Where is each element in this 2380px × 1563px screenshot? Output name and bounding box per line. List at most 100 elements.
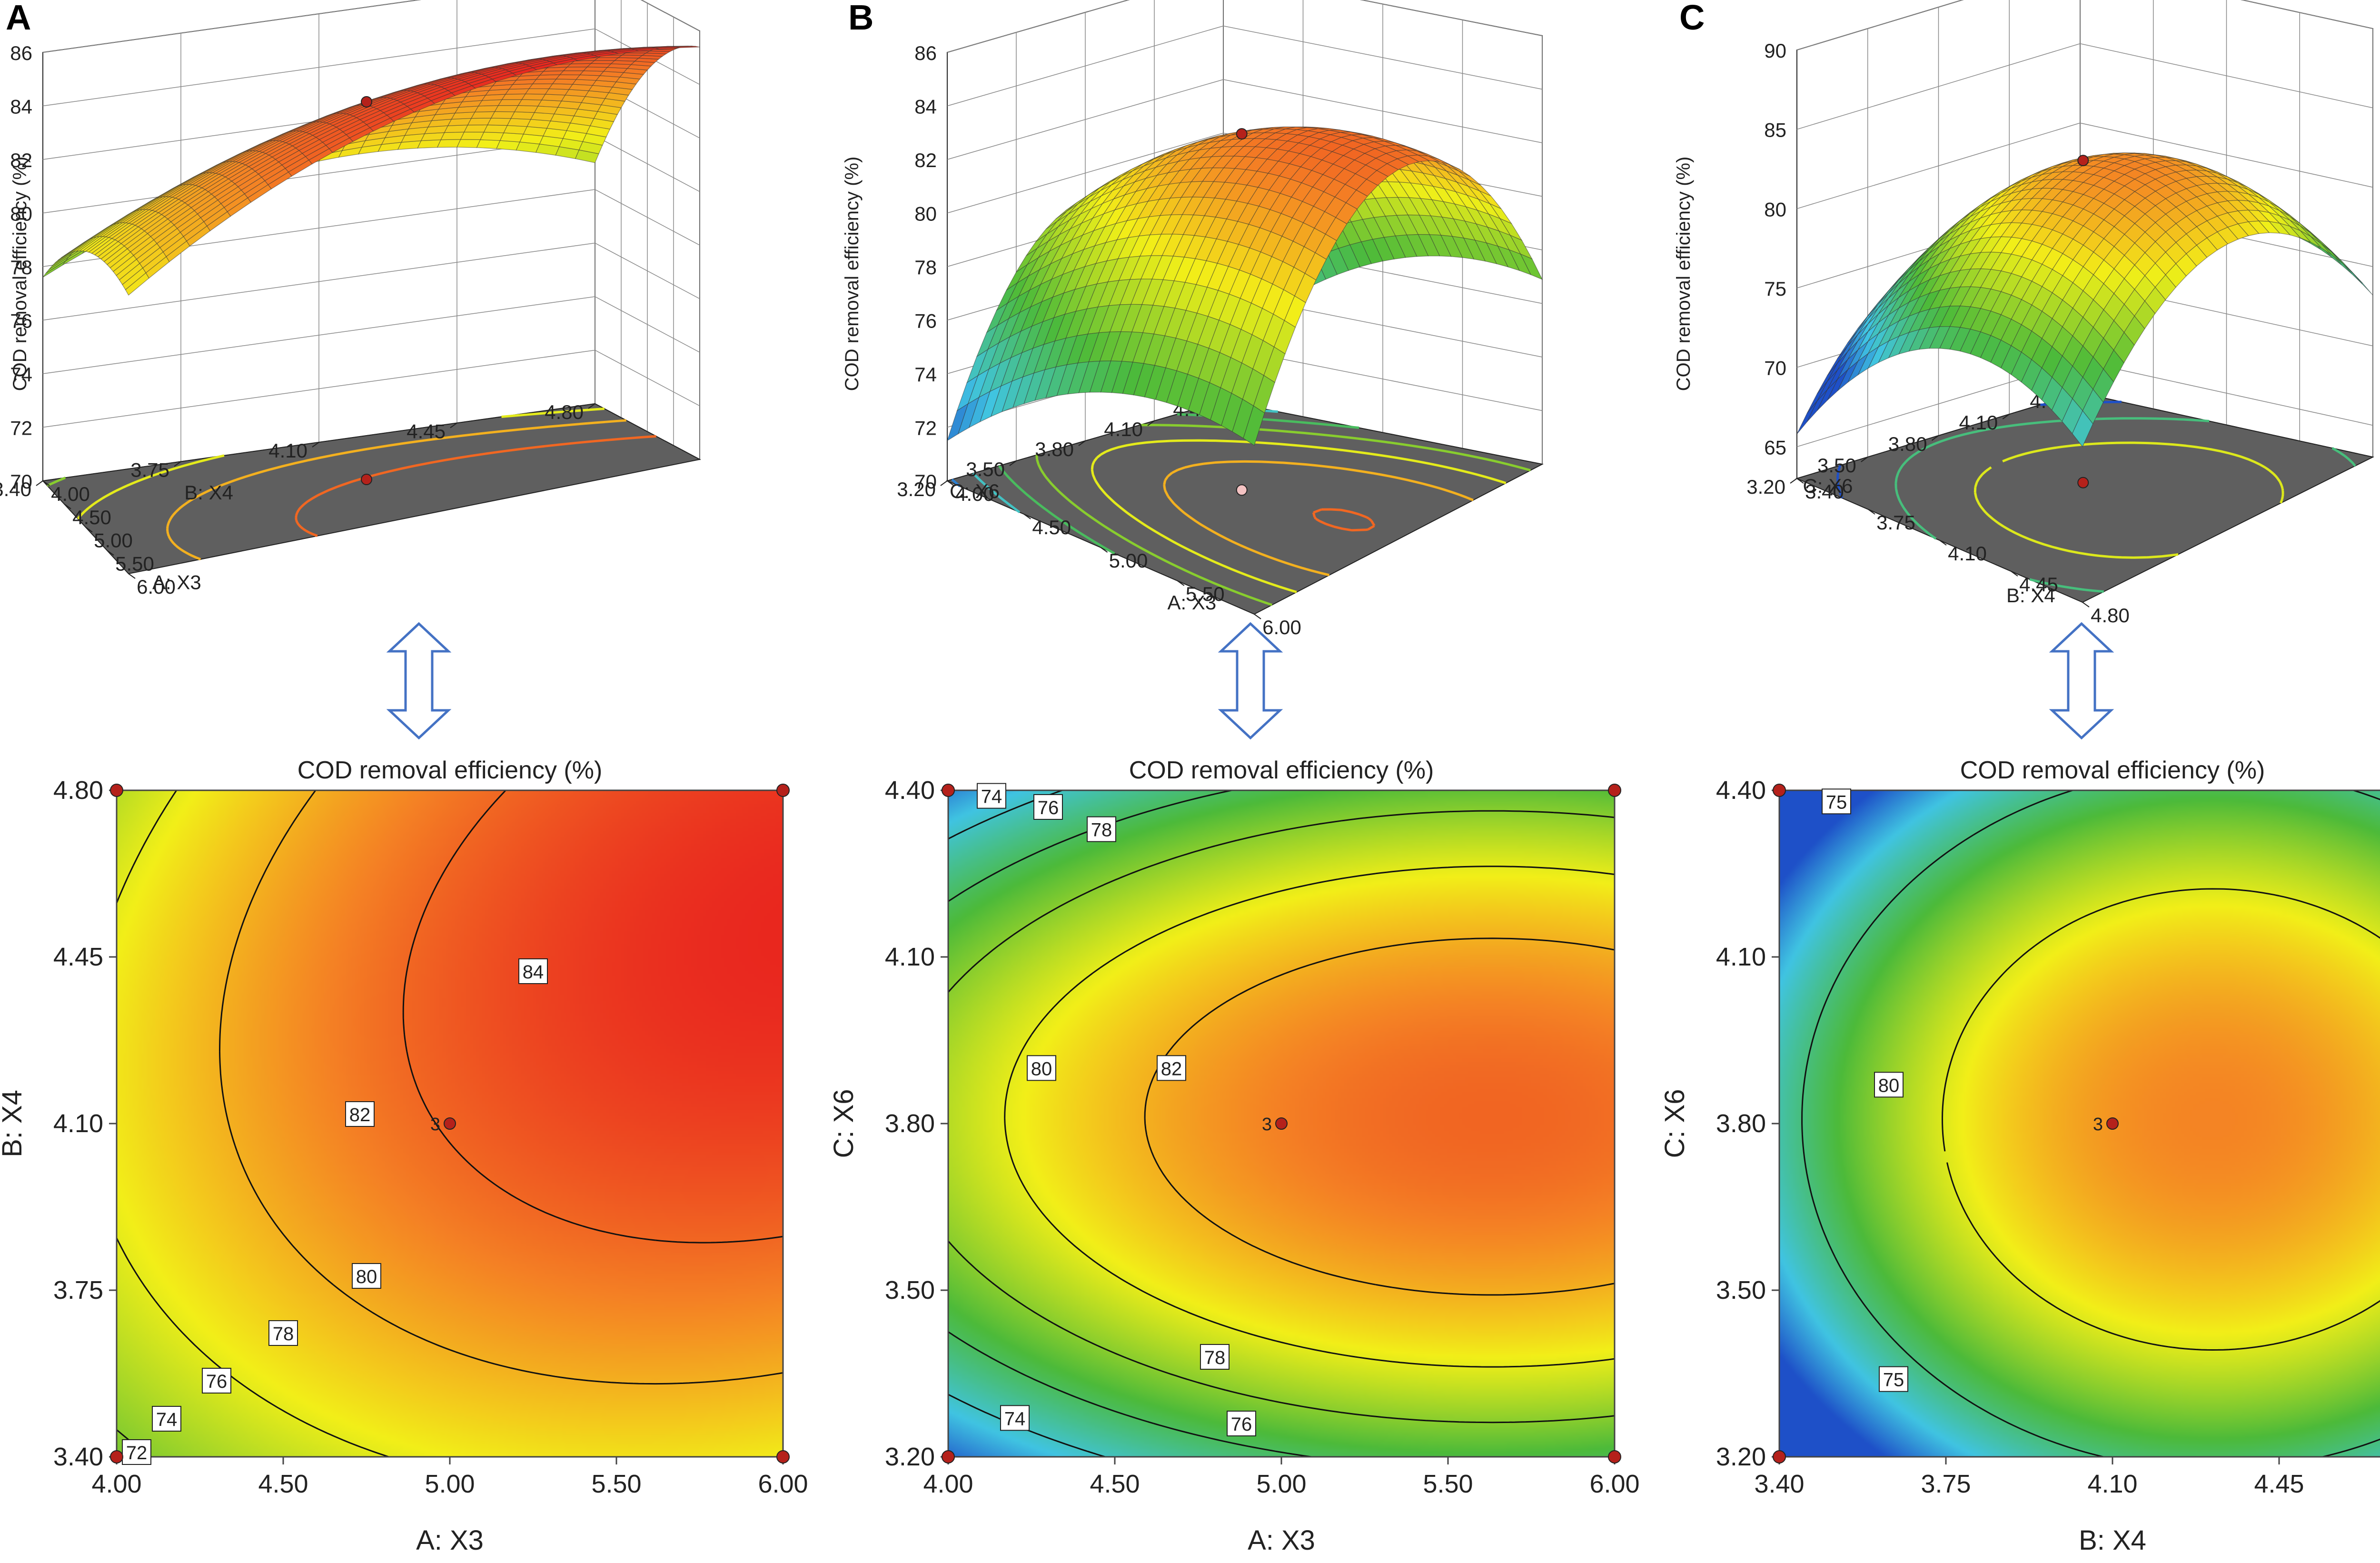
x-tick-label: 3.40: [1805, 480, 1844, 503]
surface-facet: [559, 70, 585, 75]
y-tick-label: 4.10: [1716, 943, 1766, 971]
x-tick-mark: [1023, 514, 1031, 519]
x-tick-label: 4.00: [923, 1470, 973, 1498]
floor-plane: [1795, 392, 2374, 603]
y-tick-label: 3.20: [1716, 1443, 1766, 1471]
surface-facet: [541, 94, 566, 101]
panel-letter-c: C: [1679, 0, 1705, 37]
panel-letter-a: A: [6, 0, 31, 37]
corner-design-point: [942, 1450, 955, 1463]
z-tick-label: 78: [914, 256, 937, 279]
wall-gridline: [1796, 0, 2373, 50]
surface-facet: [460, 131, 485, 140]
x-tick-mark: [2011, 571, 2018, 577]
x-tick-mark: [947, 480, 954, 486]
x-tick-label: 4.00: [955, 483, 994, 505]
contour-lines-c: [1801, 790, 2380, 1457]
contour-line-82: [219, 790, 783, 1385]
corner-design-point: [776, 1450, 790, 1463]
surface-facet: [514, 105, 539, 113]
z-tick-label: 75: [1764, 278, 1786, 300]
corner-design-point: [776, 784, 790, 797]
x-tick-label: 6.00: [758, 1470, 808, 1498]
contour-label: 76: [1231, 1414, 1252, 1435]
contour-label: 78: [273, 1324, 294, 1344]
z-tick-label: 82: [914, 149, 937, 171]
z-tick-label: 70: [914, 470, 937, 493]
x-axis-label: B: X4: [2006, 584, 2055, 607]
surface-facet: [586, 63, 612, 68]
y-tick-label: 4.10: [885, 943, 935, 971]
corner-design-point: [110, 784, 123, 797]
center-design-point: [1275, 1117, 1288, 1130]
surface-facet: [467, 118, 492, 126]
surface-design-point: [361, 96, 372, 108]
floor-contour: [951, 478, 961, 488]
surface-facet: [552, 79, 577, 85]
contour-label-box: [268, 1320, 298, 1346]
surface-facet: [506, 118, 531, 127]
contour-plot-a: 4.00 4.50 5.00 5.50 6.00 3.40 3.75 4.10 4.45 4.80…: [0, 757, 808, 1556]
y-tick-mark: [1009, 460, 1017, 466]
y-tick-label: 3.20: [885, 1443, 935, 1471]
contour-line-80: [1942, 888, 2380, 1351]
x-tick-mark: [85, 527, 93, 533]
y-tick-mark: [588, 403, 595, 409]
surface-facet: [510, 111, 535, 120]
center-design-point: [2106, 1117, 2119, 1130]
contour-ylabel-a: B: X4: [0, 1090, 28, 1157]
center-point-count: 3: [2093, 1115, 2103, 1135]
floor-contour: [166, 419, 626, 561]
surface-plot-c: 65 70 75 80 85 90 COD removal efficiency (%) 3.…: [1673, 0, 2374, 627]
floor-contour: [47, 477, 66, 487]
contour-xlabel-a: A: X3: [416, 1525, 484, 1556]
surface-facet: [583, 66, 608, 72]
surface-facet: [494, 105, 519, 112]
surface-facet: [521, 93, 546, 100]
contour-label: 76: [1038, 797, 1059, 818]
x-tick-label: 5.50: [1423, 1470, 1473, 1498]
y-axis-label: B: X4: [184, 481, 233, 504]
y-tick-label: 3.80: [1716, 1109, 1766, 1138]
floor-contour: [1312, 508, 1376, 532]
surface-facet: [497, 99, 523, 106]
contour-overlay-b: 4.00 4.50 5.00 5.50 6.00 3.20 3.50 3.80 4.10 4.40…: [885, 776, 1640, 1498]
contour-title-a: COD removal efficiency (%): [298, 757, 603, 784]
y-tick-label: 4.10: [1959, 411, 1998, 434]
y-tick-mark: [1861, 457, 1868, 462]
heatmap-fill-c: [1779, 790, 2380, 1457]
floor-contour: [1035, 424, 1531, 606]
x-tick-label: 6.00: [1589, 1470, 1639, 1498]
x-tick-label: 4.45: [2254, 1470, 2304, 1498]
surface-plot-a: 70 72 74 76 78 80 82 84 86 COD removal efficiency…: [0, 0, 701, 598]
z-tick-label: 72: [10, 417, 32, 439]
z-tick-label: 74: [10, 363, 32, 386]
center-point-count: 3: [430, 1115, 440, 1135]
contour-label: 72: [126, 1443, 148, 1463]
contour-ylabel-b: C: X6: [828, 1089, 859, 1158]
y-tick-label: 4.40: [1716, 776, 1766, 805]
y-tick-label: 3.80: [1888, 433, 1927, 455]
surface-mesh: [1796, 152, 2373, 448]
z-tick-label: 86: [10, 42, 32, 64]
corner-design-point: [942, 784, 955, 797]
surface-facet: [456, 139, 481, 148]
x-tick-label: 4.00: [91, 1470, 141, 1498]
y-tick-mark: [1078, 440, 1086, 446]
y-tick-label: 3.50: [966, 458, 1005, 480]
link-arrow-a: [386, 622, 452, 740]
z-tick-label: 84: [10, 96, 32, 118]
contour-label-box: [1087, 816, 1116, 842]
floor-contour: [1163, 460, 1474, 577]
y-tick-label: 3.40: [0, 478, 31, 500]
contour-label-box: [1027, 1055, 1056, 1081]
y-tick-label: 3.75: [53, 1276, 103, 1304]
x-tick-label: 4.10: [2087, 1470, 2137, 1498]
corner-design-point: [1608, 1450, 1621, 1463]
x-tick-mark: [1177, 580, 1185, 586]
contour-label-box: [977, 783, 1006, 809]
contour-title-c: COD removal efficiency (%): [1960, 757, 2265, 784]
z-tick-label: 76: [10, 310, 32, 332]
y-tick-label: 4.45: [53, 943, 103, 971]
surface-facet: [125, 272, 149, 296]
